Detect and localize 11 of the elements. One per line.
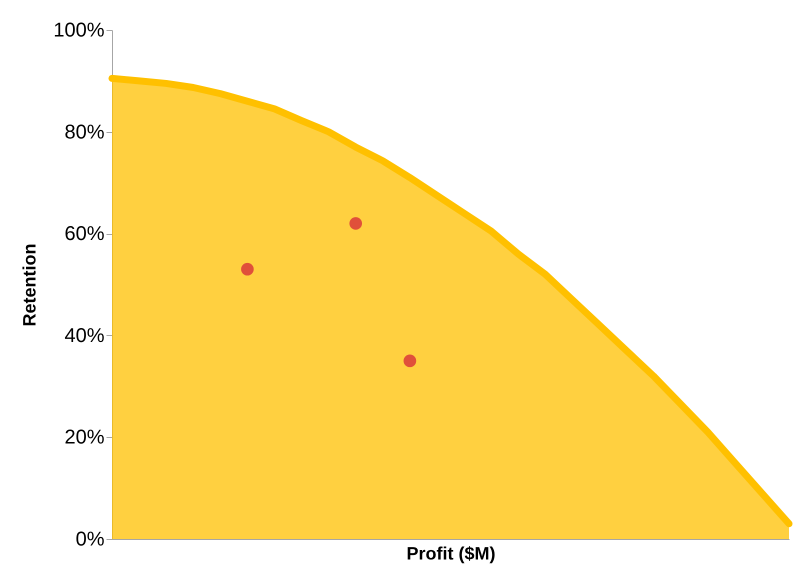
- y-tick-label: 80%: [64, 121, 105, 144]
- y-axis-title: Retention: [19, 244, 40, 326]
- point: [349, 217, 362, 230]
- y-tick-label: 40%: [64, 324, 105, 347]
- y-tick-label: 60%: [64, 223, 105, 246]
- x-axis-title: Profit ($M): [406, 544, 496, 564]
- y-tick-label: 0%: [76, 528, 105, 550]
- y-tick-label: 100%: [53, 20, 105, 42]
- point: [241, 262, 254, 276]
- y-tick-label: 20%: [64, 426, 105, 449]
- point: [404, 354, 416, 368]
